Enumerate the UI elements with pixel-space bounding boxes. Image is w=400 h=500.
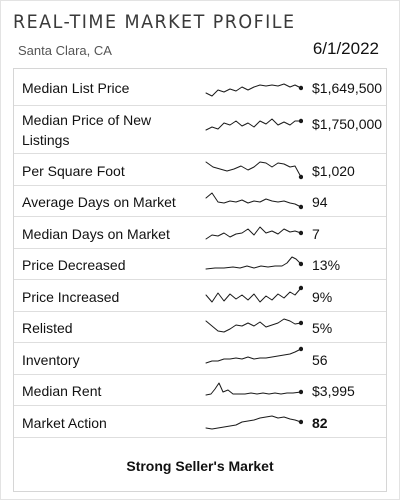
metric-label: Median Rent [22, 383, 102, 399]
median-list-price-sparkline [205, 83, 303, 97]
metric-label: Median List Price [22, 80, 130, 96]
metric-row-median-price-new-listings: Median Price of New Listings $1,750,000 [14, 106, 386, 154]
sparkline-endpoint [298, 230, 303, 236]
report-date: 6/1/2022 [312, 39, 379, 58]
sparkline-endpoint [298, 85, 303, 91]
market-status: Strong Seller's Market [126, 458, 274, 474]
metric-label: Price Decreased [22, 257, 126, 273]
location-label: Santa Clara, CA [18, 43, 112, 58]
metric-value: $1,020 [312, 163, 355, 179]
metric-label: Average Days on Market [22, 194, 176, 210]
sparkline-endpoint [298, 204, 303, 210]
metric-label: Price Increased [22, 289, 120, 305]
metric-row-price-increased: Price Increased 9% [14, 280, 386, 312]
metric-value: $3,995 [312, 383, 355, 399]
price-decreased-sparkline [205, 256, 303, 270]
page-title: REAL-TIME MARKET PROFILE [13, 11, 296, 33]
metric-label: Median Price of New Listings [22, 112, 152, 148]
sparkline-endpoint [298, 174, 303, 180]
metric-row-median-list-price: Median List Price $1,649,500 [14, 69, 386, 106]
metric-row-average-days-on-market: Average Days on Market 94 [14, 186, 386, 217]
metric-row-median-days-on-market: Median Days on Market 7 [14, 217, 386, 249]
metric-value: $1,750,000 [312, 116, 383, 132]
metric-row-per-square-foot: Per Square Foot $1,020 [14, 154, 386, 186]
average-days-on-market-sparkline [205, 192, 303, 210]
median-days-on-market-sparkline [205, 226, 303, 240]
metric-value: $1,649,500 [312, 80, 383, 96]
metric-value: 5% [312, 320, 333, 336]
per-square-foot-sparkline [205, 161, 303, 180]
metric-value: 94 [312, 194, 328, 210]
metric-value: 82 [312, 415, 328, 431]
median-rent-sparkline [205, 382, 303, 396]
sparkline-endpoint [298, 320, 303, 326]
metric-label: Median Days on Market [22, 226, 170, 242]
metric-row-inventory: Inventory 56 [14, 343, 386, 375]
metric-row-market-action: Market Action 82 [14, 406, 386, 438]
metric-value: 56 [312, 352, 328, 368]
metric-value: 7 [312, 226, 320, 242]
metric-value: 13% [312, 257, 341, 273]
sparkline-endpoint [298, 419, 303, 425]
relisted-sparkline [205, 318, 303, 333]
sparkline-endpoint [298, 261, 303, 267]
median-price-new-listings-sparkline [205, 118, 303, 131]
sparkline-endpoint [298, 285, 303, 291]
metric-row-median-rent: Median Rent $3,995 [14, 375, 386, 406]
metric-label: Per Square Foot [22, 163, 125, 179]
metric-label: Market Action [22, 415, 107, 431]
sparkline-endpoint [298, 389, 303, 395]
metric-row-relisted: Relisted 5% [14, 312, 386, 343]
market-action-sparkline [205, 415, 303, 430]
sparkline-endpoint [298, 346, 303, 352]
inventory-sparkline [205, 346, 303, 364]
sparkline-endpoint [298, 118, 303, 124]
metric-label: Inventory [22, 352, 80, 368]
price-increased-sparkline [205, 285, 303, 303]
metric-row-price-decreased: Price Decreased 13% [14, 249, 386, 280]
metrics-panel: Median List Price $1,649,500 Median Pric… [13, 68, 387, 492]
metric-label: Relisted [22, 320, 73, 336]
metric-value: 9% [312, 289, 333, 305]
